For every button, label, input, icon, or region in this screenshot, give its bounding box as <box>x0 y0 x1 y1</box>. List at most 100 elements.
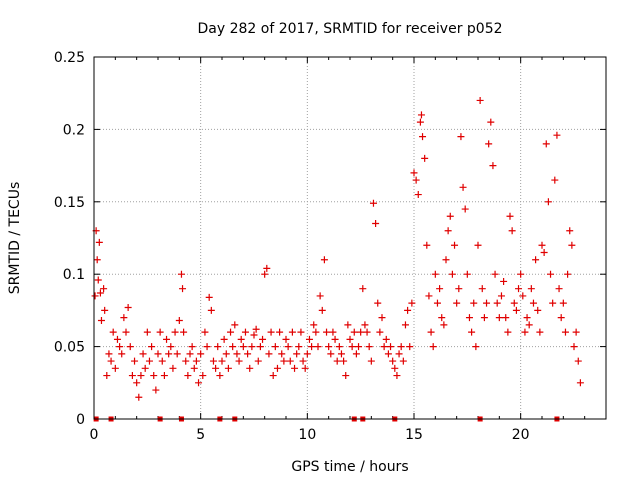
data-point <box>508 227 516 235</box>
data-point <box>95 238 103 246</box>
data-point <box>291 364 299 372</box>
data-point <box>527 285 535 293</box>
data-point <box>463 270 471 278</box>
data-point <box>355 343 363 351</box>
data-point <box>478 285 486 293</box>
data-point <box>440 321 448 329</box>
data-point <box>312 328 320 336</box>
data-point <box>374 299 382 307</box>
data-point <box>342 372 350 380</box>
data-point <box>519 292 527 300</box>
data-point <box>152 386 160 394</box>
data-point <box>269 372 277 380</box>
data-point <box>314 343 322 351</box>
data-point <box>91 292 99 300</box>
data-point <box>561 328 569 336</box>
data-point <box>280 357 288 365</box>
data-point <box>472 343 480 351</box>
data-point <box>495 314 503 322</box>
y-tick-label: 0 <box>76 412 85 428</box>
data-point <box>502 314 510 322</box>
data-point <box>423 241 431 249</box>
data-point <box>352 350 360 358</box>
data-point <box>235 357 243 365</box>
data-point <box>416 118 424 126</box>
data-point <box>417 111 425 119</box>
data-point <box>547 270 555 278</box>
data-point <box>179 285 187 293</box>
x-tick-label: 10 <box>298 427 316 443</box>
data-point <box>485 140 493 148</box>
data-point <box>521 328 529 336</box>
data-point <box>551 176 559 184</box>
data-point <box>419 133 427 141</box>
data-point <box>489 162 497 170</box>
data-point <box>451 241 459 249</box>
data-point <box>248 343 256 351</box>
data-point <box>244 350 252 358</box>
data-point <box>214 343 222 351</box>
data-point <box>143 328 151 336</box>
data-point <box>203 343 211 351</box>
data-point <box>382 335 390 343</box>
data-point <box>365 343 373 351</box>
data-point <box>156 328 164 336</box>
data-point <box>212 364 220 372</box>
data-point <box>340 357 348 365</box>
data-point <box>361 321 369 329</box>
data-point <box>564 270 572 278</box>
data-point <box>506 212 514 220</box>
data-point <box>391 364 399 372</box>
data-point <box>470 299 478 307</box>
x-tick-label: 5 <box>196 427 205 443</box>
data-point <box>378 314 386 322</box>
data-point <box>540 248 548 256</box>
data-point <box>305 335 313 343</box>
data-point <box>101 306 109 314</box>
data-point <box>216 372 224 380</box>
data-point <box>122 328 130 336</box>
data-point <box>436 285 444 293</box>
data-point <box>137 372 145 380</box>
data-point <box>493 299 501 307</box>
data-point <box>404 306 412 314</box>
data-point <box>421 154 429 162</box>
data-point <box>263 264 271 272</box>
data-point <box>133 379 141 387</box>
data-point <box>553 131 561 139</box>
data-point <box>160 372 168 380</box>
data-point <box>497 292 505 300</box>
data-point <box>512 306 520 314</box>
data-point <box>410 169 418 177</box>
data-point <box>357 328 365 336</box>
data-point <box>163 335 171 343</box>
data-point <box>389 357 397 365</box>
data-point <box>186 350 194 358</box>
data-point <box>131 357 139 365</box>
data-point <box>259 335 267 343</box>
data-point <box>227 328 235 336</box>
data-point <box>171 328 179 336</box>
data-point <box>201 328 209 336</box>
data-point <box>367 357 375 365</box>
data-point <box>165 350 173 358</box>
data-point <box>207 306 215 314</box>
data-point <box>109 328 117 336</box>
data-point <box>224 364 232 372</box>
data-point <box>350 328 358 336</box>
data-point <box>105 350 113 358</box>
data-point <box>205 293 213 301</box>
x-tick-label: 20 <box>512 427 530 443</box>
data-point <box>128 372 136 380</box>
data-point <box>148 343 156 351</box>
data-point <box>173 350 181 358</box>
data-point <box>220 335 228 343</box>
data-point <box>327 350 335 358</box>
data-point <box>222 350 230 358</box>
data-point <box>542 140 550 148</box>
data-point <box>284 343 292 351</box>
data-point <box>359 285 367 293</box>
data-point <box>111 364 119 372</box>
data-point <box>195 379 203 387</box>
